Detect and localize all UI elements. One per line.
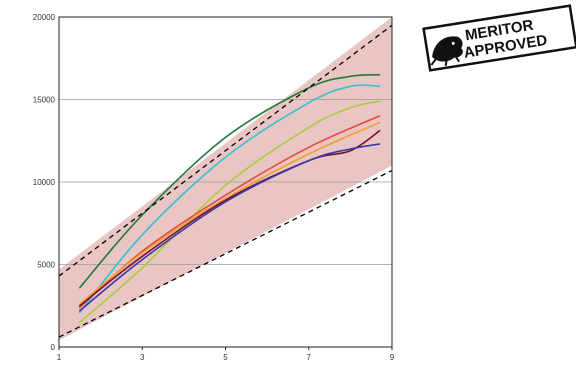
series-layer <box>79 74 381 324</box>
y-tick-label: 15000 <box>33 96 56 105</box>
series-line-7 <box>79 143 381 312</box>
series-line-2 <box>79 84 381 314</box>
x-tick-label: 1 <box>57 353 62 362</box>
dashed-line-1 <box>59 24 392 277</box>
y-tick-label: 10000 <box>33 178 56 187</box>
dashed-lines-layer <box>59 24 392 338</box>
x-axis-ticks: 1 3 5 7 9 <box>57 347 395 362</box>
series-line-3 <box>79 100 381 324</box>
meritor-approved-badge: MERITOR APPROVED <box>422 4 576 72</box>
x-tick-label: 9 <box>390 353 395 362</box>
x-tick-label: 5 <box>223 353 228 362</box>
x-tick-label: 3 <box>140 353 145 362</box>
dashed-line-2 <box>59 169 392 338</box>
y-tick-label: 20000 <box>33 13 56 22</box>
bulldog-icon <box>430 36 463 67</box>
x-tick-label: 7 <box>307 353 312 362</box>
series-line-1 <box>79 74 381 289</box>
series-line-6 <box>79 130 381 307</box>
series-line-5 <box>79 121 381 305</box>
y-tick-label: 5000 <box>37 261 55 270</box>
y-tick-label: 0 <box>51 343 56 352</box>
grid-layer <box>59 99 392 265</box>
y-axis-ticks: 0 5000 10000 15000 20000 <box>33 13 56 352</box>
